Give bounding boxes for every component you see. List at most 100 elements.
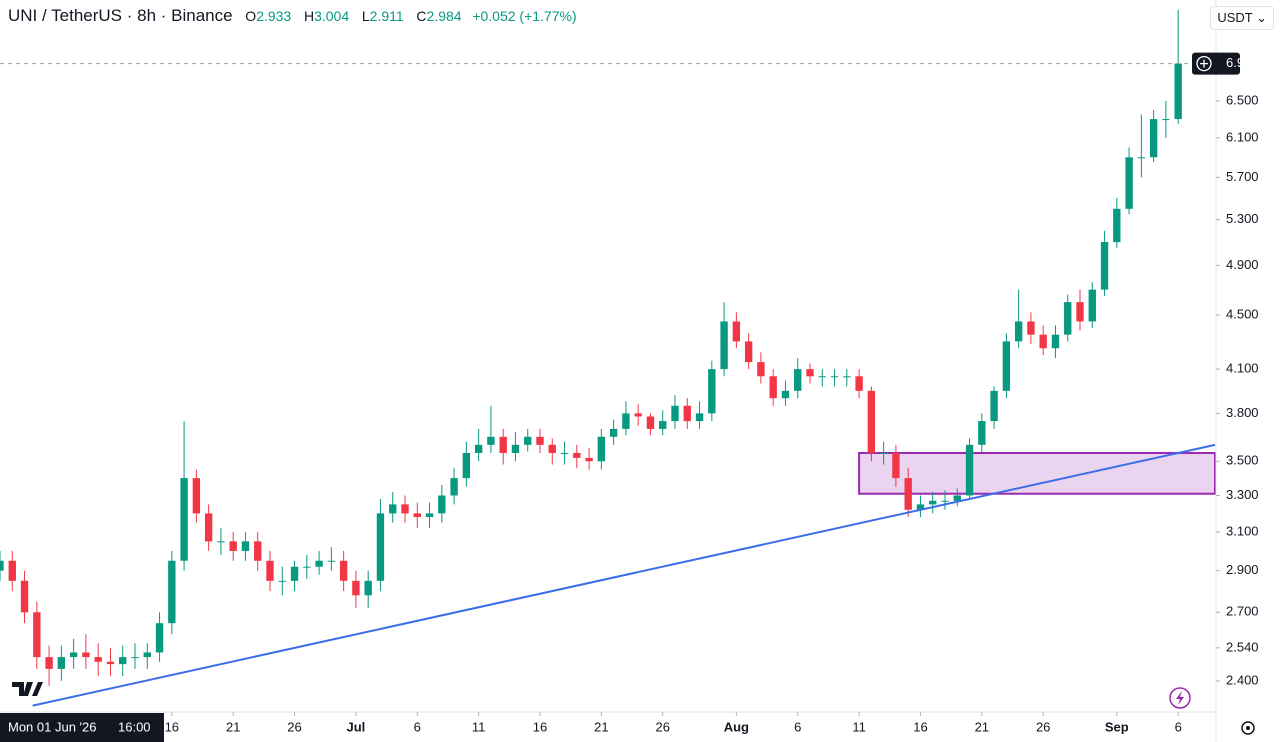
candle-body [1125,157,1133,209]
y-tick-label: 3.800 [1226,405,1259,420]
tv-logo [12,682,43,696]
y-tick-label: 4.100 [1226,361,1259,376]
candle-body [597,436,606,462]
candle-body [978,421,986,445]
ohlc-value: 3.004 [314,8,350,24]
candle-body [1064,302,1072,335]
x-tick-label: 21 [594,719,608,734]
x-tick-label: Sep [1105,719,1129,734]
y-tick-label: 6.500 [1226,92,1259,107]
candle-body [732,321,741,342]
candle-body [1174,63,1182,120]
add-icon [1196,55,1212,72]
ohlc-value: 2.911 [369,8,404,24]
last-price-box [1192,52,1240,75]
y-tick-label: 4.900 [1226,257,1259,272]
candle-body [524,436,532,445]
candle-body [204,513,213,542]
candle-body [843,376,851,378]
settings-icon[interactable] [1241,721,1255,735]
candle-body [585,457,593,462]
candle-body [1002,341,1011,391]
candle-body [327,560,336,562]
ohlc-key: O [245,8,257,24]
candle-body [671,405,679,422]
candle-body [634,413,642,417]
candle-body [462,452,471,479]
candle-body [401,504,409,514]
candle-body [1100,242,1109,290]
candle-body [155,623,164,653]
candle-body [192,478,201,514]
candle-body [266,560,274,581]
candle-body [33,612,41,658]
candle-body [695,413,704,422]
candle-body [1039,334,1047,349]
x-tick-label: Aug [724,719,749,734]
candle-body [929,500,937,505]
candle-body [376,513,385,581]
crosshair-time: 16:00 [118,719,151,734]
candle-body [1088,289,1096,322]
candle-body [0,560,4,571]
ohlc-key: H [303,8,315,24]
x-tick-label: 11 [472,719,486,734]
x-tick-label: 6 [794,719,801,734]
candle-body [609,428,618,437]
candle-body [806,369,814,377]
x-tick-label: 6 [1175,719,1182,734]
candle-body [352,580,360,596]
candle-body [69,652,78,658]
candle-body [290,566,299,581]
candle-body [180,478,188,561]
candle-body [131,657,139,659]
candle-body [720,321,728,370]
candle-body [511,444,520,453]
y-tick-label: 6.100 [1226,129,1259,144]
candle-body [119,657,127,665]
ohlc-value: 2.933 [256,8,292,24]
ohlc-value: 2.984 [426,8,462,24]
candle-body [560,452,569,454]
y-tick-label: 2.900 [1226,562,1259,577]
x-tick-label: 26 [655,719,669,734]
candle-body [82,652,90,658]
crosshair-date: Mon 01 Jun '26 [8,719,97,734]
candle-body [855,376,863,391]
candle-body [1149,119,1158,158]
candle-body [904,478,912,510]
candle-body [1027,321,1035,335]
candle-body [438,495,446,514]
last-price-label: 6.930 [1226,55,1259,70]
candle-body [1051,334,1060,349]
candle-body [254,541,262,561]
currency-button[interactable]: USDT ⌄ [1210,6,1274,30]
candle-body [474,444,483,453]
y-tick-label: 4.500 [1226,306,1259,321]
candle-body [794,369,802,391]
candle-body [217,541,225,543]
candle-body [769,376,777,399]
alert-icon[interactable] [1169,687,1191,709]
candle-body [168,560,176,624]
candle-body [646,416,655,429]
y-tick-label: 5.700 [1226,169,1259,184]
candle-body [818,376,826,378]
header: UNI / TetherUS · 8h · Binance O2.933 H3.… [8,6,577,26]
add-icon [1200,59,1208,68]
candle-body [916,504,925,510]
candle-body [425,513,434,518]
candle-body [20,580,29,613]
candle-body [1162,119,1170,121]
x-tick-label: 16 [165,719,179,734]
x-tick-label: 21 [975,719,989,734]
x-tick-label: 6 [414,719,421,734]
candle-body [708,369,716,414]
x-tick-label: 21 [226,719,240,734]
x-tick-label: Jul [347,719,366,734]
candle-body [941,500,949,502]
candle-body [450,478,458,496]
y-tick-label: 5.300 [1226,211,1259,226]
